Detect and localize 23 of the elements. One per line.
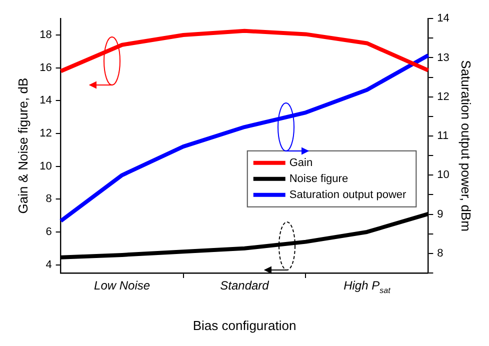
y-tick-label: 8 bbox=[46, 193, 52, 206]
y2-axis-title: Saturation output power, dBm bbox=[458, 60, 474, 232]
y-tick-label: 18 bbox=[40, 29, 52, 42]
y-tick-label: 10 bbox=[40, 160, 52, 172]
x-axis-title: Bias configuration bbox=[192, 318, 296, 333]
y-tick-label: 14 bbox=[40, 94, 52, 107]
text: Low Noise bbox=[94, 278, 150, 292]
legend-label: Noise figure bbox=[289, 172, 348, 185]
y2-tick-label: 8 bbox=[437, 247, 444, 260]
y-tick-label: 12 bbox=[40, 128, 52, 140]
y2-tick-label: 13 bbox=[437, 52, 450, 64]
y-axis-title: Gain & Noise figure, dB bbox=[15, 78, 30, 214]
text: Standard bbox=[220, 278, 270, 292]
y2-tick-label: 9 bbox=[437, 208, 444, 220]
y-tick-label: 6 bbox=[46, 226, 52, 238]
legend-label: Saturation output power bbox=[289, 188, 406, 201]
y2-tick-label: 10 bbox=[437, 169, 450, 182]
y-tick-label: 16 bbox=[40, 62, 52, 74]
y-tick-label: 4 bbox=[46, 258, 52, 271]
legend-label: Gain bbox=[289, 156, 313, 169]
y2-tick-label: 14 bbox=[437, 12, 450, 25]
y2-tick-label: 12 bbox=[437, 90, 450, 103]
y2-tick-label: 11 bbox=[437, 130, 449, 142]
